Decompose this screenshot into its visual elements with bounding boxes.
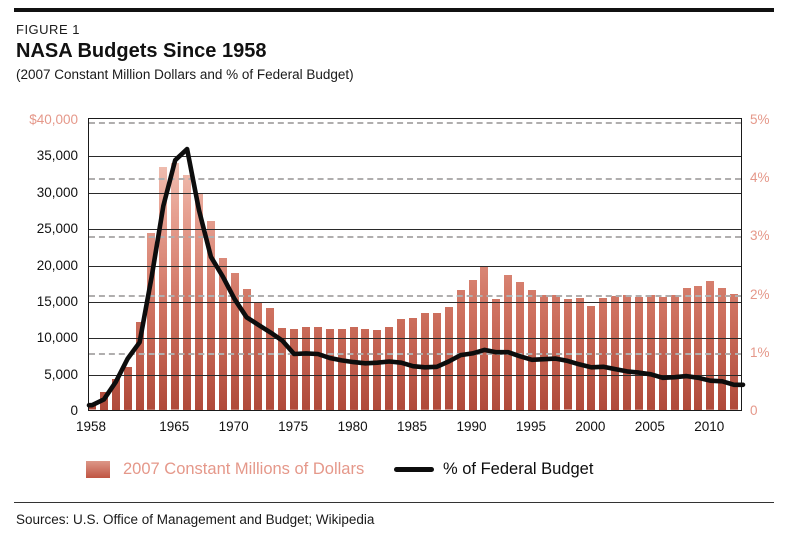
budget-bar-1969 xyxy=(218,257,227,410)
legend-line-swatch xyxy=(394,467,434,472)
budget-bar-1960 xyxy=(111,378,120,410)
budget-bar-2008 xyxy=(682,287,691,410)
x-tick-1965: 1965 xyxy=(159,419,190,434)
budget-bar-1995 xyxy=(527,289,536,410)
budget-bar-1993 xyxy=(504,274,513,410)
budget-bar-1974 xyxy=(278,327,287,410)
budget-bar-1980 xyxy=(349,327,358,410)
figure-label: FIGURE 1 xyxy=(16,22,80,37)
budget-bar-1965 xyxy=(171,163,180,410)
budget-bar-2003 xyxy=(623,295,632,410)
budget-bar-1983 xyxy=(385,327,394,410)
budget-bar-1997 xyxy=(551,295,560,410)
budget-bar-1988 xyxy=(444,307,453,410)
y-left-tick-10000: 10,000 xyxy=(36,330,78,346)
y-left-tick-35000: 35,000 xyxy=(36,148,78,164)
budget-bar-1961 xyxy=(123,367,132,410)
gridline-solid xyxy=(89,229,741,231)
budget-bar-1986 xyxy=(420,313,429,410)
budget-bar-1970 xyxy=(230,273,239,410)
budget-bar-1968 xyxy=(206,220,215,410)
legend-bar-label: 2007 Constant Millions of Dollars xyxy=(123,460,365,478)
gridline-dashed xyxy=(89,122,741,124)
x-tick-1975: 1975 xyxy=(278,419,309,434)
x-tick-2000: 2000 xyxy=(575,419,606,434)
x-tick-1985: 1985 xyxy=(397,419,428,434)
x-tick-1990: 1990 xyxy=(456,419,487,434)
budget-bar-1991 xyxy=(480,265,489,410)
y-right-tick-0: 0 xyxy=(750,403,758,418)
y-right-tick-4: 4% xyxy=(750,170,770,186)
legend-line-label: % of Federal Budget xyxy=(443,460,594,478)
gridline-solid xyxy=(89,265,741,267)
y-right-tick-3: 3% xyxy=(750,228,770,244)
gridline-solid xyxy=(89,338,741,340)
budget-bar-1989 xyxy=(456,289,465,410)
legend: 2007 Constant Millions of Dollars % of F… xyxy=(0,458,788,484)
budget-bar-1962 xyxy=(135,321,144,410)
budget-bar-1990 xyxy=(468,279,477,410)
budget-bar-1966 xyxy=(183,175,192,410)
budget-bar-2012 xyxy=(730,294,739,410)
budget-bar-1981 xyxy=(361,328,370,410)
gridline-dashed xyxy=(89,294,741,297)
budget-bar-2010 xyxy=(706,281,715,410)
y-right-tick-1: 1% xyxy=(750,344,770,360)
x-tick-1970: 1970 xyxy=(218,419,249,434)
budget-bar-1996 xyxy=(539,295,548,410)
y-left-tick-0: 0 xyxy=(70,403,78,418)
x-tick-1995: 1995 xyxy=(515,419,546,434)
x-tick-2005: 2005 xyxy=(634,419,665,434)
budget-bar-1982 xyxy=(373,329,382,410)
budget-bar-1977 xyxy=(313,327,322,410)
y-right-tick-5: 5% xyxy=(750,112,770,127)
gridline-solid xyxy=(89,156,741,158)
budget-bar-1973 xyxy=(266,308,275,410)
budget-bar-2005 xyxy=(646,295,655,410)
divider-rule xyxy=(14,502,774,504)
budget-bar-1964 xyxy=(159,167,168,410)
budget-bar-1994 xyxy=(516,281,525,410)
y-left-tick-30000: 30,000 xyxy=(36,184,78,200)
y-left-tick-15000: 15,000 xyxy=(36,293,78,309)
budget-bar-2011 xyxy=(718,287,727,410)
sources-note: Sources: U.S. Office of Management and B… xyxy=(16,512,375,527)
x-tick-2010: 2010 xyxy=(694,419,725,434)
y-left-tick-40000: $40,000 xyxy=(29,112,78,127)
y-left-tick-5000: 5,000 xyxy=(44,366,78,382)
budget-bar-2000 xyxy=(587,305,596,410)
chart-subtitle: (2007 Constant Million Dollars and % of … xyxy=(16,67,354,82)
gridline-dashed xyxy=(89,352,741,355)
gridline-solid xyxy=(89,301,741,303)
chart-title: NASA Budgets Since 1958 xyxy=(16,40,267,62)
legend-bar-swatch xyxy=(86,461,110,478)
x-tick-1958: 1958 xyxy=(75,419,107,434)
budget-bar-2009 xyxy=(694,285,703,410)
y-right-tick-2: 2% xyxy=(750,286,770,302)
x-tick-1980: 1980 xyxy=(337,419,368,434)
budget-bar-2007 xyxy=(670,295,679,410)
gridline-dashed xyxy=(89,236,741,239)
budget-bar-1971 xyxy=(242,288,251,410)
budget-bar-1972 xyxy=(254,303,263,410)
budget-bar-1978 xyxy=(325,328,334,410)
budget-bar-1963 xyxy=(147,233,156,410)
budget-bar-1976 xyxy=(302,327,311,410)
gridline-dashed xyxy=(89,178,741,181)
gridline-solid xyxy=(89,374,741,376)
percent-of-budget-line xyxy=(86,146,746,408)
plot-area xyxy=(86,118,746,411)
y-left-tick-20000: 20,000 xyxy=(36,257,78,273)
top-rule xyxy=(14,8,774,12)
budget-bar-1987 xyxy=(432,313,441,410)
gridline-solid xyxy=(89,192,741,194)
y-left-tick-25000: 25,000 xyxy=(36,221,78,237)
budget-bar-1979 xyxy=(337,328,346,410)
budget-bar-1975 xyxy=(290,329,299,410)
